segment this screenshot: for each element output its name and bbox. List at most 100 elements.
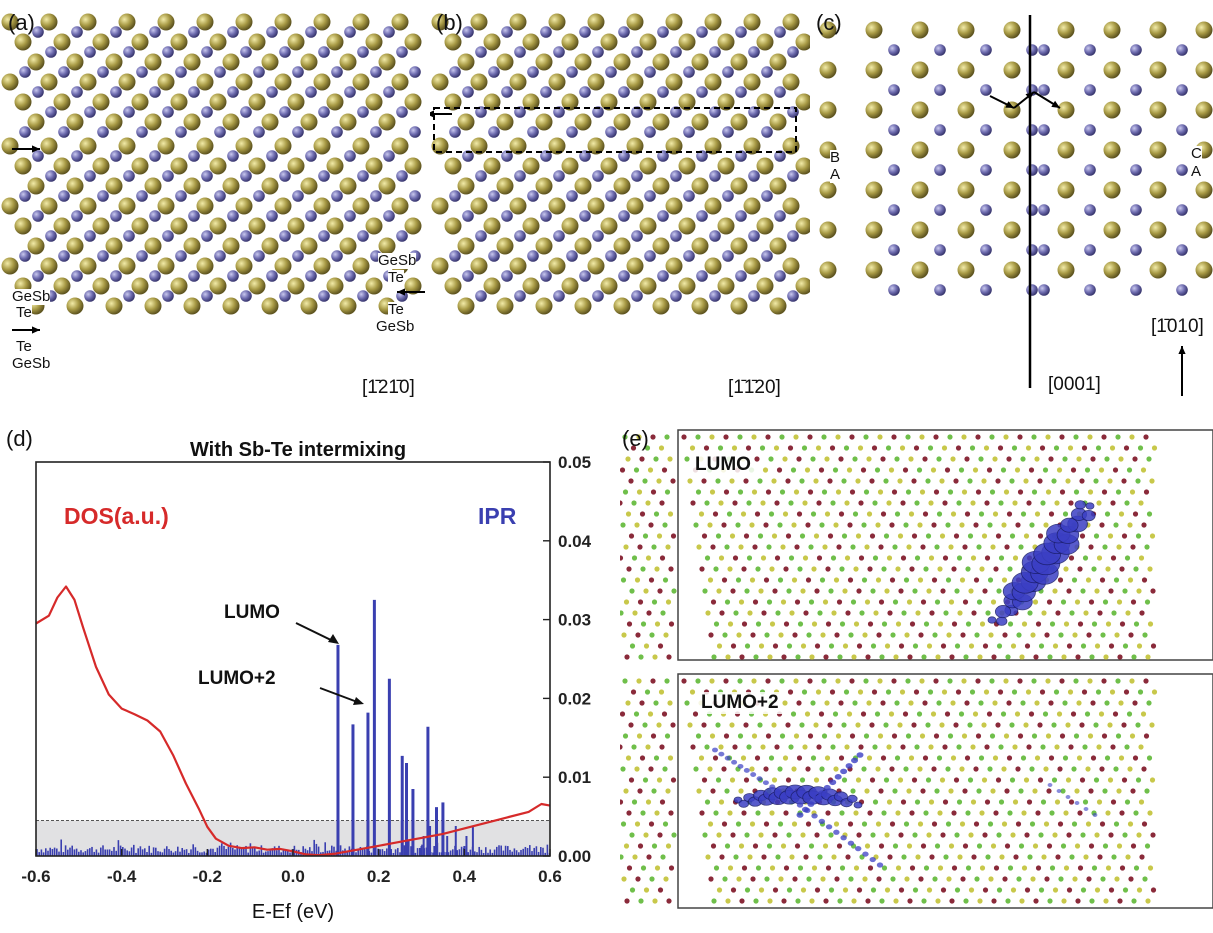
gold-atom bbox=[300, 237, 318, 255]
gold-atom bbox=[313, 137, 331, 155]
blue-atom bbox=[1176, 244, 1188, 256]
blue-atom bbox=[934, 84, 946, 96]
blue-atom bbox=[670, 170, 682, 182]
gold-atom bbox=[639, 93, 657, 111]
gold-atom bbox=[574, 113, 592, 131]
gold-atom bbox=[1195, 181, 1213, 199]
blue-atom bbox=[980, 44, 992, 56]
gold-atom bbox=[431, 197, 449, 215]
gold-atom bbox=[378, 53, 396, 71]
gold-atom bbox=[911, 221, 929, 239]
gold-atom bbox=[496, 177, 514, 195]
blue-atom bbox=[266, 270, 278, 282]
gold-atom bbox=[131, 157, 149, 175]
blue-atom bbox=[201, 230, 213, 242]
blue-atom bbox=[1176, 44, 1188, 56]
blue-atom bbox=[97, 126, 109, 138]
y-tick-label: 0.00 bbox=[558, 847, 591, 866]
gold-atom bbox=[1149, 261, 1167, 279]
gold-atom bbox=[66, 177, 84, 195]
gold-atom bbox=[911, 141, 929, 159]
gold-atom bbox=[795, 93, 813, 111]
blue-atom bbox=[888, 124, 900, 136]
blue-atom bbox=[331, 250, 343, 262]
blue-atom bbox=[1130, 244, 1142, 256]
blue-atom bbox=[475, 46, 487, 58]
blue-atom bbox=[553, 290, 565, 302]
blue-atom bbox=[318, 106, 330, 118]
blue-atom bbox=[1176, 284, 1188, 296]
gold-atom bbox=[404, 33, 422, 51]
blue-atom bbox=[409, 66, 421, 78]
blue-atom bbox=[266, 210, 278, 222]
gold-atom bbox=[613, 237, 631, 255]
annotation-lumo2-arrow bbox=[319, 687, 361, 704]
gold-atom bbox=[639, 157, 657, 175]
gold-atom bbox=[105, 53, 123, 71]
gold-atom bbox=[444, 157, 462, 175]
gold-atom bbox=[769, 177, 787, 195]
gold-atom bbox=[183, 237, 201, 255]
gold-atom bbox=[1149, 61, 1167, 79]
gold-atom bbox=[652, 113, 670, 131]
layer-label-right-1: GeSb bbox=[378, 252, 417, 269]
blue-atom bbox=[722, 126, 734, 138]
gold-atom bbox=[756, 33, 774, 51]
blue-atom bbox=[1026, 44, 1038, 56]
blue-atom bbox=[71, 210, 83, 222]
blue-atom bbox=[683, 66, 695, 78]
blue-atom bbox=[253, 66, 265, 78]
blue-atom bbox=[644, 126, 656, 138]
blue-atom bbox=[1176, 204, 1188, 216]
blue-atom bbox=[696, 86, 708, 98]
gold-atom bbox=[865, 181, 883, 199]
gold-atom bbox=[548, 257, 566, 275]
blue-atom bbox=[357, 290, 369, 302]
gold-atom bbox=[795, 277, 813, 295]
gold-atom bbox=[352, 257, 370, 275]
blue-atom bbox=[566, 66, 578, 78]
gold-atom bbox=[535, 177, 553, 195]
blue-atom bbox=[97, 190, 109, 202]
blue-atom bbox=[227, 150, 239, 162]
blue-atom bbox=[553, 170, 565, 182]
gold-atom bbox=[704, 257, 722, 275]
gold-atom bbox=[483, 33, 501, 51]
gold-atom bbox=[1103, 221, 1121, 239]
blue-atom bbox=[84, 106, 96, 118]
blue-atom bbox=[97, 250, 109, 262]
blue-atom bbox=[1130, 284, 1142, 296]
gold-atom bbox=[795, 157, 813, 175]
gold-atom bbox=[313, 73, 331, 91]
blue-atom bbox=[201, 106, 213, 118]
gold-atom bbox=[313, 197, 331, 215]
blue-atom bbox=[1176, 124, 1188, 136]
gold-atom bbox=[170, 217, 188, 235]
gold-atom bbox=[40, 197, 58, 215]
gold-atom bbox=[691, 177, 709, 195]
gold-atom bbox=[704, 73, 722, 91]
lumo2-density bbox=[712, 747, 1098, 868]
blue-atom bbox=[592, 46, 604, 58]
blue-atom bbox=[761, 250, 773, 262]
blue-atom bbox=[683, 250, 695, 262]
blue-atom bbox=[579, 26, 591, 38]
gold-atom bbox=[444, 217, 462, 235]
gold-atom bbox=[352, 197, 370, 215]
gold-atom bbox=[756, 217, 774, 235]
gold-atom bbox=[431, 73, 449, 91]
gold-atom bbox=[819, 101, 837, 119]
gold-atom bbox=[457, 297, 475, 315]
gold-atom bbox=[548, 197, 566, 215]
x-tick-label: -0.6 bbox=[21, 867, 50, 886]
blue-atom bbox=[934, 44, 946, 56]
panel-a-label: (a) bbox=[8, 10, 35, 35]
gold-atom bbox=[300, 53, 318, 71]
gold-atom bbox=[1003, 21, 1021, 39]
blue-atom bbox=[344, 210, 356, 222]
gold-atom bbox=[470, 197, 488, 215]
blue-atom bbox=[396, 230, 408, 242]
blue-atom bbox=[774, 270, 786, 282]
gold-atom bbox=[1149, 221, 1167, 239]
chart-title: With Sb-Te intermixing bbox=[190, 439, 406, 461]
